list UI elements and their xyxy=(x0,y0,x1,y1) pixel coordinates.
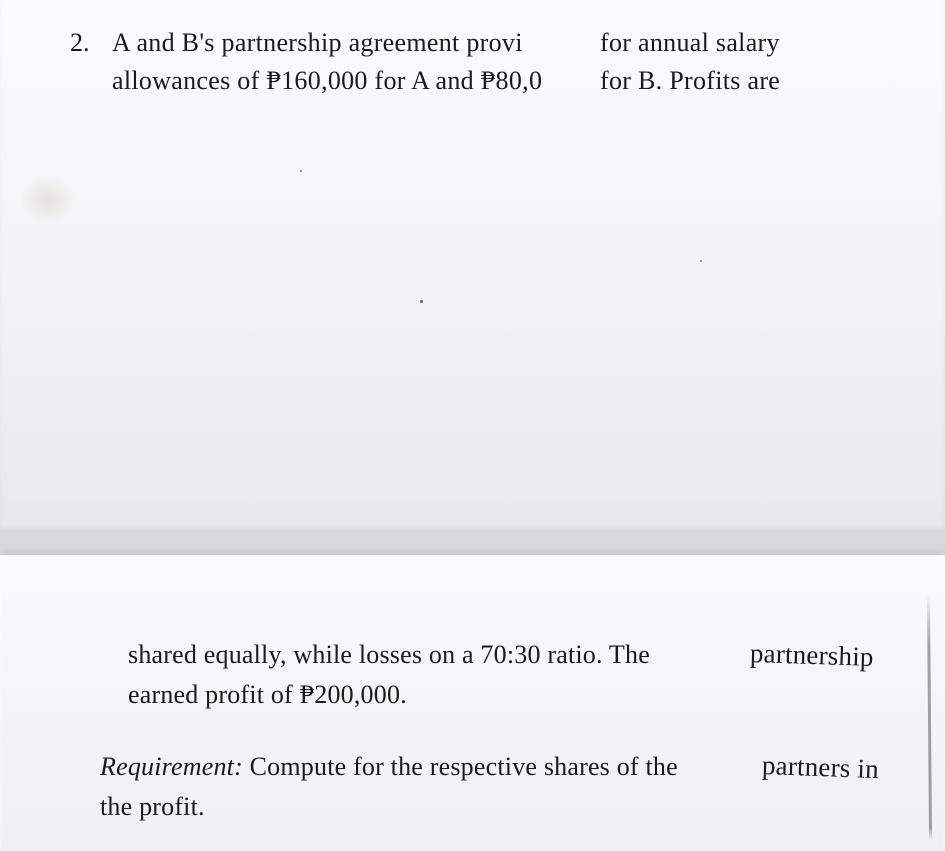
problem-text-line2-right: for B. Profits are xyxy=(600,66,780,96)
paper-speck xyxy=(300,170,302,172)
requirement-label: Requirement: xyxy=(100,752,243,781)
page-gap xyxy=(0,530,945,555)
problem-text-line2-left: allowances of ₱160,000 for A and ₱80,0 xyxy=(112,66,542,96)
requirement-text-line1-left: Compute for the respective shares of the xyxy=(243,752,678,781)
paper-speck xyxy=(420,300,423,303)
continuation-line1-left: shared equally, while losses on a 70:30 … xyxy=(128,640,650,670)
problem-text-line1-right: for annual salary xyxy=(600,28,780,58)
continuation-line1-right: partnership xyxy=(750,638,875,673)
paper-smudge xyxy=(20,175,75,225)
requirement-line1-right: partners in xyxy=(761,750,879,785)
requirement-line1-left: Requirement: Compute for the respective … xyxy=(100,752,678,782)
problem-number: 2. xyxy=(70,28,90,58)
paper-speck xyxy=(700,260,702,262)
requirement-line2: the profit. xyxy=(100,792,205,822)
problem-text-line1-left: A and B's partnership agreement provi xyxy=(112,28,523,58)
continuation-line2: earned profit of ₱200,000. xyxy=(128,680,407,710)
